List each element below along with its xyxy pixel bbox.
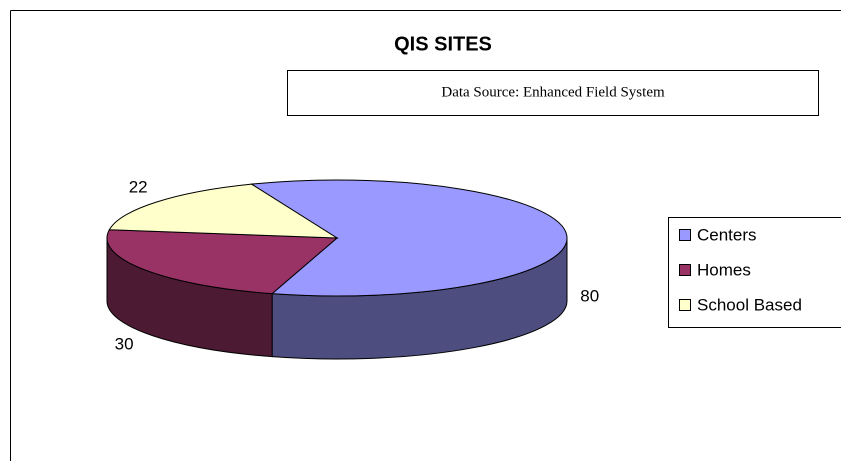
legend-label: School Based [697, 295, 802, 314]
data-label: 80 [580, 287, 599, 306]
legend-label: Centers [697, 225, 757, 244]
legend [668, 217, 841, 328]
legend-label: Homes [697, 260, 751, 279]
subtitle-box [287, 70, 819, 116]
data-label: 30 [115, 334, 134, 353]
pie-slice [106, 229, 339, 295]
pie-slice [108, 183, 339, 239]
pie-slice [250, 179, 568, 297]
chart-title: QIS SITES [394, 33, 492, 55]
legend-swatch [679, 299, 691, 311]
legend-swatch [679, 264, 691, 276]
legend-swatch [679, 229, 691, 241]
data-label: 22 [129, 177, 148, 196]
chart-subtitle: Data Source: Enhanced Field System [441, 84, 665, 100]
